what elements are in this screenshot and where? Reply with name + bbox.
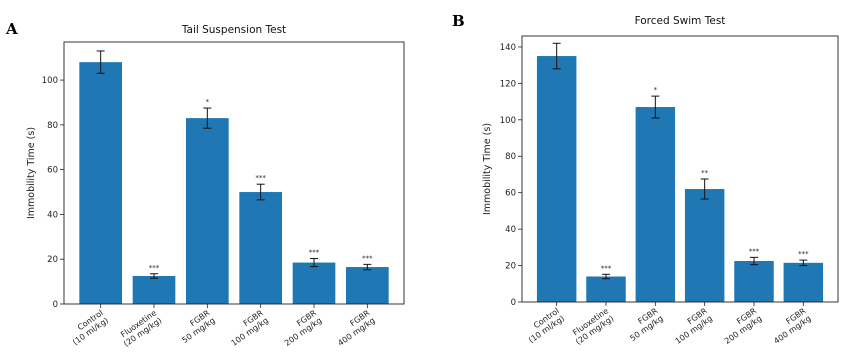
chart-1-ytick-label-0: 0 — [511, 298, 516, 308]
chart-0-ytick-label-2: 40 — [47, 210, 58, 220]
chart-1-sig-label-2: * — [654, 86, 658, 94]
chart-0-ytick-label-4: 80 — [47, 121, 58, 131]
chart-0-ytick-label-0: 0 — [53, 300, 58, 310]
chart-1-axes-frame — [521, 35, 839, 303]
chart-0-xtick-label-3: FGBR100 mg/kg — [224, 308, 270, 348]
chart-0-sig-label-4: *** — [309, 249, 320, 257]
chart-0-bar-2 — [186, 118, 229, 304]
chart-0-bar-1 — [132, 276, 176, 304]
chart-0-axes-frame — [63, 41, 405, 305]
chart-0-bar-4 — [292, 262, 336, 304]
chart-1-xtick-label-3: FGBR100 mg/kg — [668, 306, 714, 346]
panel-b-forced-swim: B Forced Swim Test Immobility Time (s) 0 20… — [452, 12, 839, 347]
chart-0-bar-0 — [79, 62, 122, 305]
chart-1-sig-label-1: *** — [601, 264, 612, 272]
chart-0-ylabel: Immobility Time (s) — [26, 127, 37, 219]
chart-0-ytick-label-3: 60 — [47, 166, 58, 176]
chart-0-xtick-label-4: FGBR200 mg/kg — [278, 308, 324, 348]
chart-1-sig-label-3: ** — [701, 169, 709, 177]
chart-1-sig-label-4: *** — [749, 247, 760, 255]
chart-0-bar-5 — [346, 267, 389, 304]
chart-0-bar-3 — [239, 192, 282, 304]
chart-0-ytick-label-1: 20 — [47, 255, 58, 265]
panel-a-tail-suspension: A Tail Suspension Test Immobility Time (s… — [5, 20, 405, 349]
chart-1-ytick-label-6: 120 — [500, 79, 516, 89]
chart-1-ytick-label-7: 140 — [500, 43, 516, 53]
chart-1-ytick-label-1: 20 — [505, 262, 516, 272]
chart-1-bar-4 — [734, 261, 774, 302]
chart-1-ylabel: Immobility Time (s) — [482, 123, 493, 215]
chart-1-xtick-label-2: FGBR50 mg/kg — [623, 306, 665, 343]
chart-0-ytick-label-5: 100 — [42, 76, 58, 86]
chart-1-xtick-label-4: FGBR200 mg/kg — [718, 306, 764, 346]
chart-0-xtick-label-5: FGBR400 mg/kg — [331, 308, 377, 348]
chart-1-bar-0 — [536, 56, 577, 303]
chart-1-bar-2 — [635, 107, 676, 302]
panel-a-letter: A — [5, 20, 18, 38]
chart-1-xtick-label-0: Control(10 ml/kg) — [522, 306, 566, 345]
chart-1-bar-1 — [586, 276, 626, 302]
chart-1-xtick-label-5: FGBR400 mg/kg — [767, 306, 813, 346]
chart-1-bar-5 — [783, 262, 824, 302]
chart-1-ytick-label-3: 60 — [505, 189, 516, 199]
panel-b-letter: B — [452, 12, 465, 30]
chart-0-sig-label-3: *** — [255, 174, 266, 182]
chart-0-sig-label-2: * — [206, 98, 210, 106]
chart-0-xtick-label-0: Control(10 ml/kg) — [66, 308, 110, 347]
chart-0-xtick-label-1: Fluoxetine(20 mg/kg) — [117, 308, 164, 348]
chart-1-bar-3 — [684, 189, 725, 302]
chart-0-xtick-label-2: FGBR50 mg/kg — [175, 308, 217, 345]
chart-0-sig-label-1: *** — [149, 264, 160, 272]
chart-1-title: Forced Swim Test — [635, 15, 726, 27]
chart-0-sig-label-5: *** — [362, 254, 373, 262]
chart-1-sig-label-5: *** — [798, 250, 809, 258]
chart-1-xtick-label-1: Fluoxetine(20 mg/kg) — [569, 306, 616, 346]
chart-1-ytick-label-5: 100 — [500, 116, 516, 126]
chart-1-ytick-label-4: 80 — [505, 152, 516, 162]
chart-0-title: Tail Suspension Test — [181, 24, 286, 36]
chart-1-ytick-label-2: 40 — [505, 225, 516, 235]
